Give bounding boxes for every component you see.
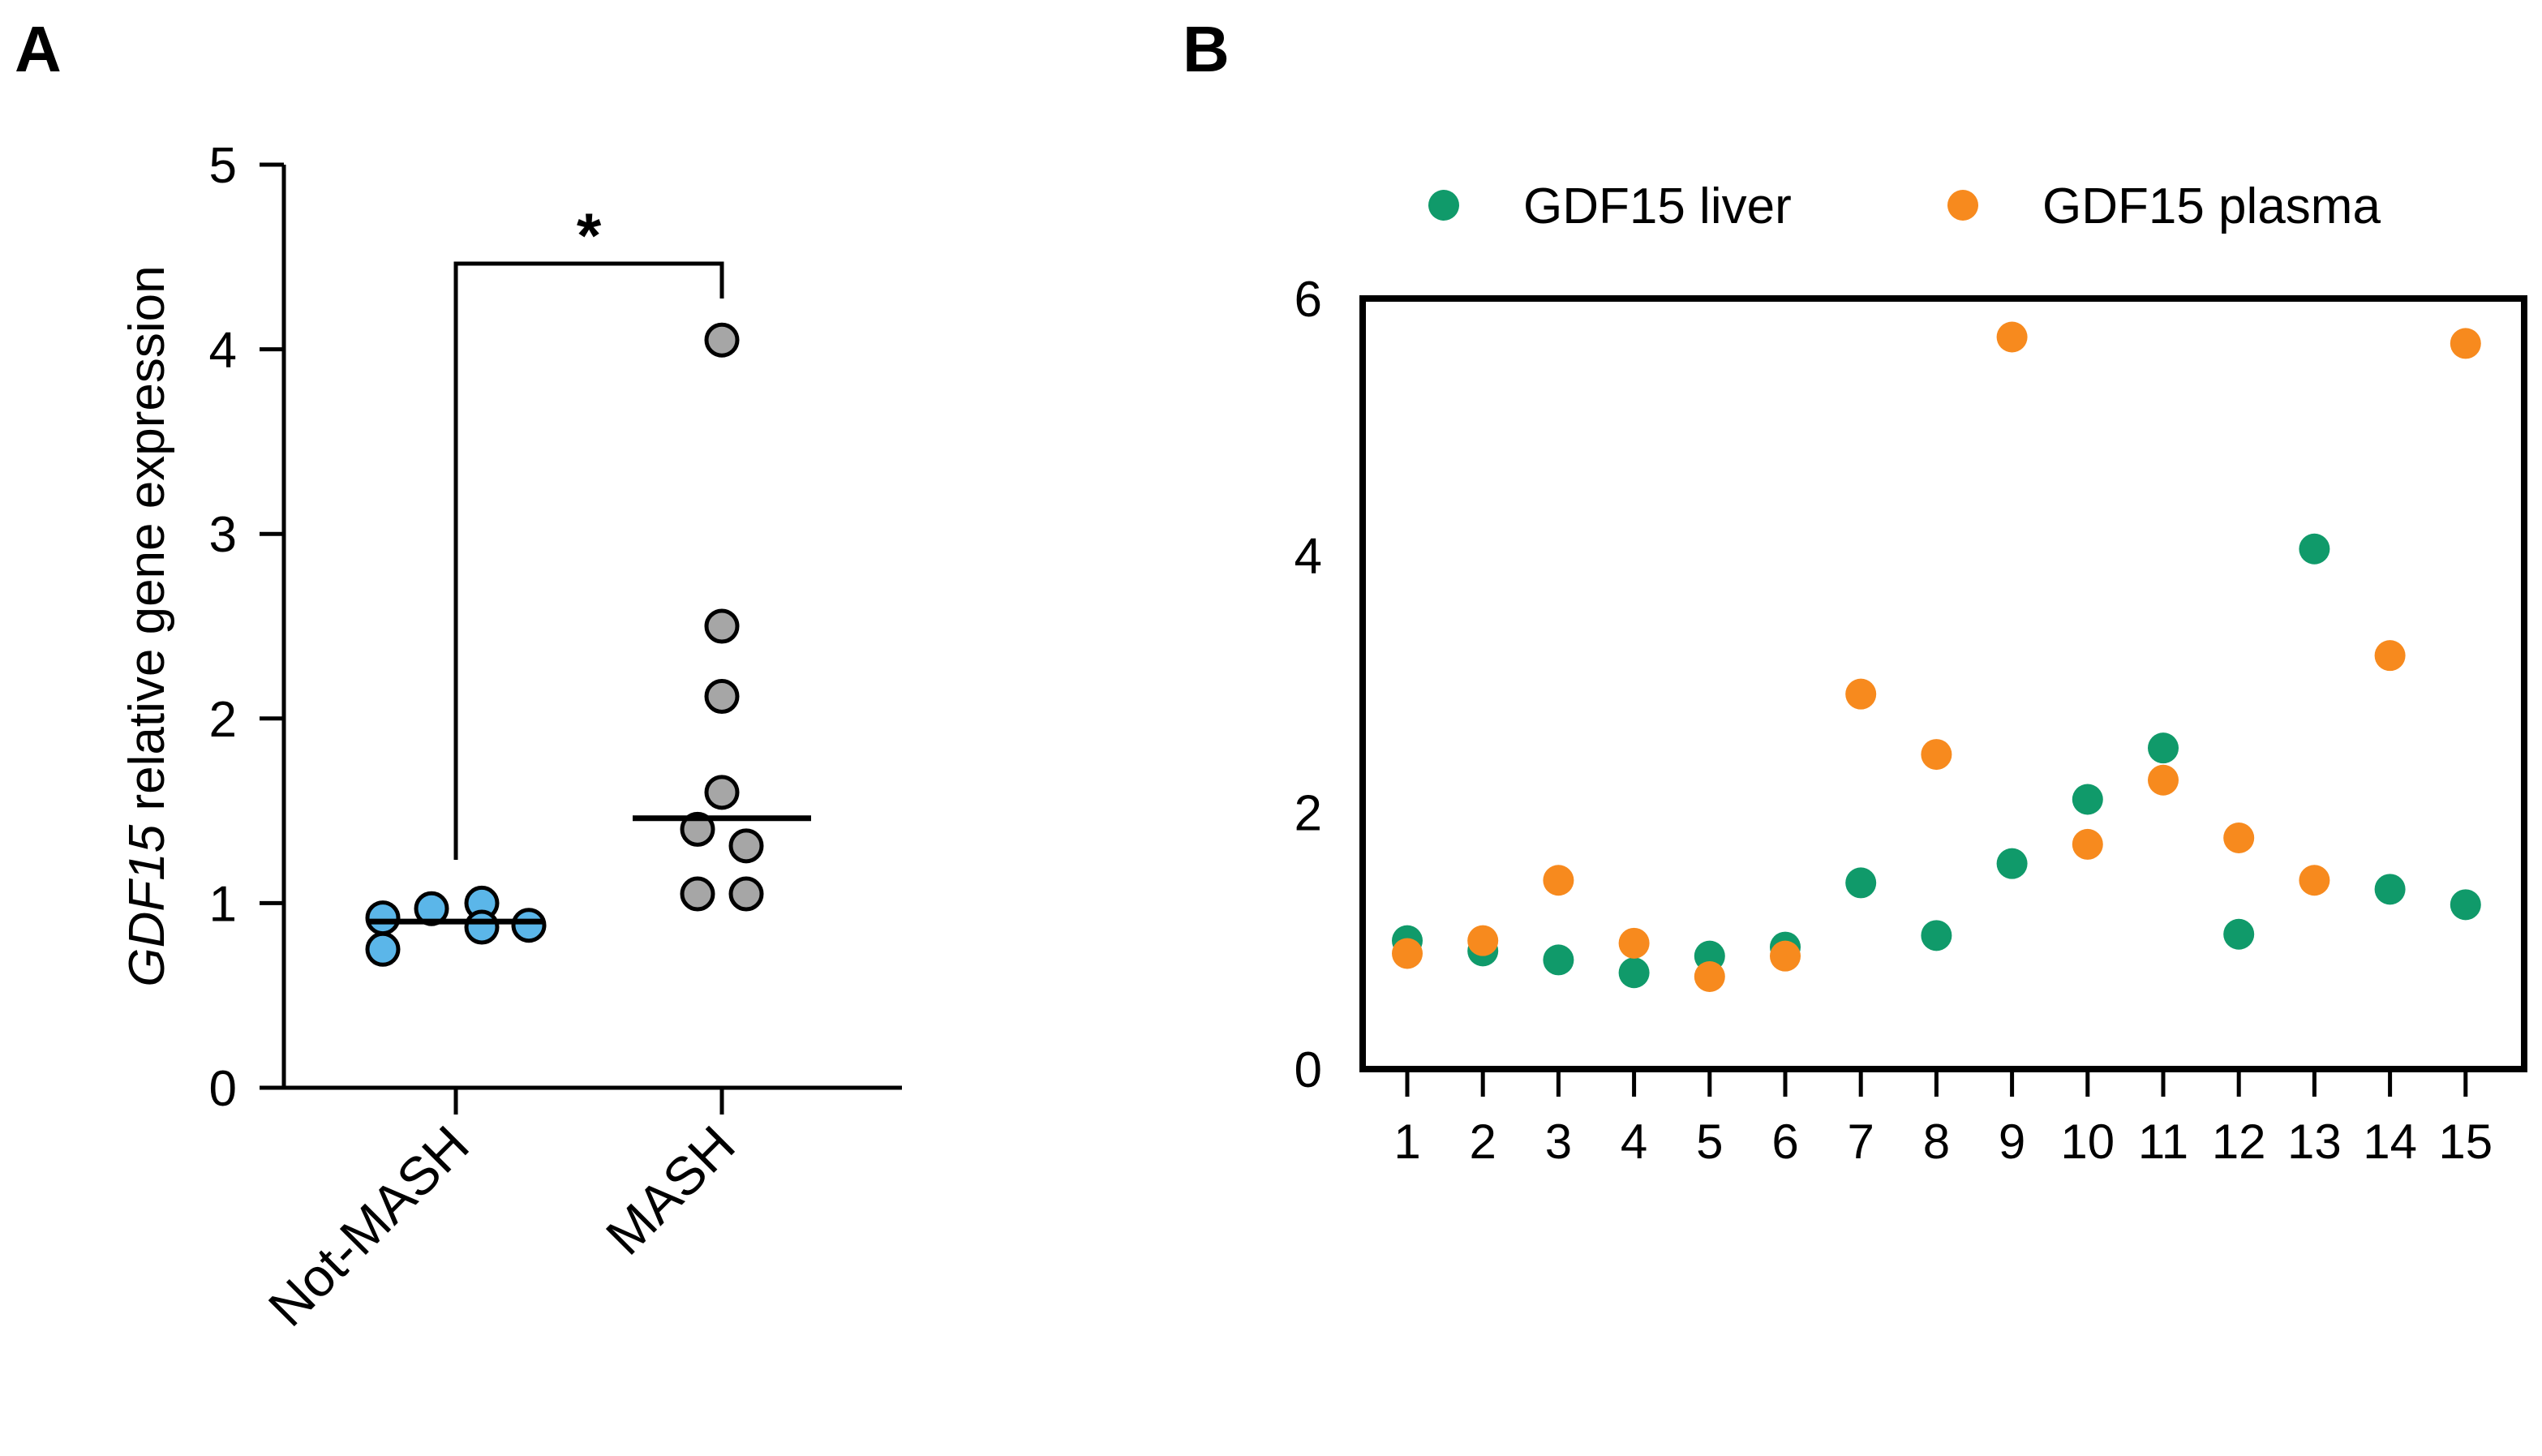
- panel-b-data-point: [1392, 938, 1423, 969]
- panel-b-x-tick-label: 14: [2363, 1115, 2417, 1169]
- panel-a-y-tick-label: 0: [209, 1061, 237, 1117]
- panel-a-data-point: [704, 775, 740, 810]
- panel-b-data-point: [2374, 640, 2406, 672]
- panel-a-y-tick-label: 3: [209, 507, 237, 563]
- panel-a-data-point: [704, 608, 740, 644]
- panel-b-plot-frame: [1359, 295, 2527, 1072]
- panel-a-data-point: [704, 322, 740, 358]
- panel-b-data-point: [1921, 920, 1952, 951]
- panel-a-data-point: [365, 900, 401, 936]
- panel-a-data-point: [464, 909, 500, 945]
- panel-b-x-tick-label: 1: [1393, 1115, 1420, 1169]
- panel-b-x-tick-label: 4: [1621, 1115, 1647, 1169]
- panel-b-x-tick-label: 13: [2287, 1115, 2342, 1169]
- panel-b-data-point: [1618, 957, 1650, 989]
- legend-label: GDF15 plasma: [2042, 178, 2381, 234]
- panel-b-data-point: [1694, 961, 1725, 992]
- panel-b-data-point: [2223, 918, 2255, 950]
- panel-b-data-point: [1467, 925, 1499, 956]
- panel-a-data-point: [511, 908, 547, 943]
- panel-b-data-point: [2450, 889, 2481, 921]
- panel-b-data-point: [2072, 784, 2103, 815]
- panel-b-x-tick-label: 7: [1848, 1115, 1874, 1169]
- panel-b-data-point: [2299, 533, 2330, 565]
- panel-a-y-tick-label: 4: [209, 323, 237, 379]
- panel-b-data-point: [2148, 764, 2179, 796]
- panel-b-data-point: [2450, 328, 2481, 359]
- panel-b-data-point: [1543, 944, 1574, 976]
- panel-b-data-point: [2223, 822, 2255, 853]
- panel-b-y-tick-label: 0: [1295, 1042, 1322, 1098]
- legend-marker: [1428, 190, 1459, 221]
- panel-b-x-tick-label: 3: [1545, 1115, 1572, 1169]
- panel-a-data-point: [680, 876, 715, 912]
- legend-marker: [1947, 190, 1978, 221]
- legend-label: GDF15 liver: [1523, 178, 1792, 234]
- panel-b-y-tick-label: 4: [1295, 529, 1322, 585]
- panel-b-x-tick-label: 11: [2138, 1115, 2188, 1169]
- panel-b-x-tick-label: 9: [1999, 1115, 2025, 1169]
- panel-a-data-point: [704, 678, 740, 714]
- panel-b-data-point: [1618, 927, 1650, 959]
- panel-b-data-point: [2299, 865, 2330, 896]
- panel-b-x-tick-label: 5: [1696, 1115, 1723, 1169]
- panel-a-y-tick-label: 2: [209, 692, 237, 748]
- panel-a-x-tick-label: MASH: [595, 1115, 746, 1266]
- panel-b-data-point: [2148, 732, 2179, 764]
- panel-a-y-axis-label: GDF15 relative gene expression: [119, 265, 175, 986]
- panel-b-x-tick-label: 2: [1470, 1115, 1496, 1169]
- panel-a-x-tick-label: Not-MASH: [257, 1115, 480, 1338]
- panel-a-letter: A: [15, 13, 62, 85]
- panel-b-x-tick-label: 15: [2438, 1115, 2493, 1169]
- panel-b-data-point: [1770, 940, 1801, 972]
- panel-a-y-tick-label: 1: [209, 876, 237, 932]
- panel-b-y-tick-label: 6: [1295, 272, 1322, 328]
- panel-b-data-point: [1845, 867, 1877, 899]
- panel-b-data-point: [2374, 874, 2406, 905]
- panel-a-data-point: [365, 931, 401, 967]
- panel-b-letter: B: [1183, 13, 1230, 85]
- panel-b-data-point: [1543, 865, 1574, 896]
- y-axis-label-gene: GDF15: [119, 824, 175, 986]
- panel-b-data-point: [1996, 321, 2028, 353]
- panel-b-y-tick-label: 2: [1295, 785, 1322, 841]
- panel-b-data-point: [1845, 678, 1877, 710]
- panel-a-data-point: [680, 811, 715, 847]
- panel-b-x-tick-label: 8: [1923, 1115, 1950, 1169]
- panel-b-data-point: [1996, 848, 2028, 879]
- panel-a-data-point: [728, 828, 764, 864]
- panel-b-x-tick-label: 12: [2212, 1115, 2266, 1169]
- significance-star: *: [577, 200, 602, 271]
- panel-b-x-tick-label: 10: [2060, 1115, 2115, 1169]
- panel-b-x-tick-label: 6: [1771, 1115, 1798, 1169]
- panel-b-data-point: [2072, 828, 2103, 860]
- panel-a-data-point: [728, 876, 764, 912]
- panel-a-chart: 0 1 2 3 4 5 Not-MASH MASH * GDF15 relative gen…: [119, 138, 902, 1338]
- panel-b-data-point: [1921, 739, 1952, 771]
- panel-a-y-tick-label: 5: [209, 138, 237, 194]
- y-axis-label-rest: relative gene expression: [119, 265, 175, 824]
- significance-bracket: [453, 261, 724, 860]
